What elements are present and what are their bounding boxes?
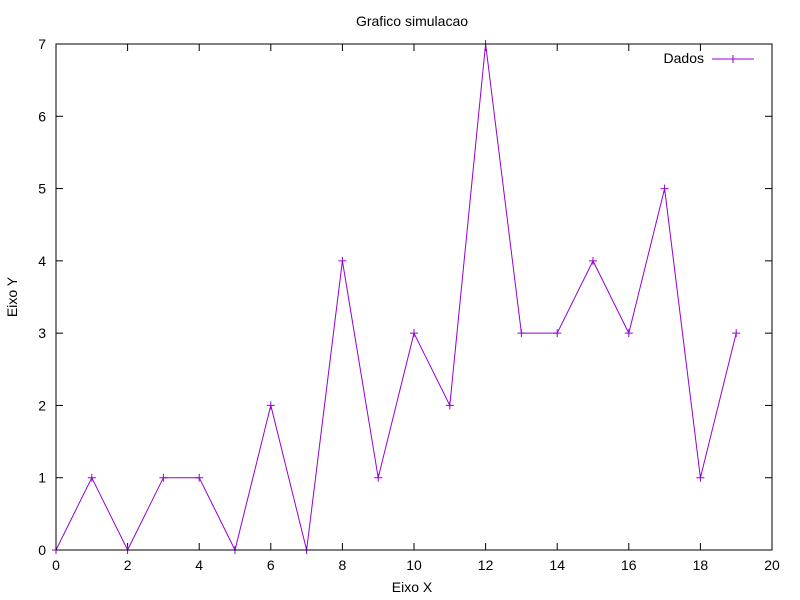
- data-point-marker: [660, 184, 669, 193]
- x-tick-label: 10: [406, 557, 422, 573]
- legend-label: Dados: [664, 50, 704, 66]
- x-tick-label: 8: [339, 557, 347, 573]
- data-point-marker: [589, 256, 597, 265]
- x-tick-label: 4: [195, 557, 203, 573]
- data-point-marker: [553, 329, 562, 338]
- series-layer: [52, 40, 741, 554]
- y-axis-title: Eixo Y: [4, 276, 20, 317]
- x-tick-label: 14: [549, 557, 565, 573]
- data-point-marker: [624, 329, 633, 338]
- y-tick-label: 6: [38, 108, 46, 124]
- x-tick-label: 0: [52, 557, 60, 573]
- y-tick-label: 3: [38, 325, 46, 341]
- plot-frame: [55, 43, 773, 551]
- data-point-marker: [374, 473, 383, 482]
- data-point-marker: [517, 329, 526, 338]
- y-tick-label: 0: [38, 542, 46, 558]
- data-point-marker: [732, 329, 741, 338]
- x-tick-label: 20: [764, 557, 780, 573]
- x-tick-label: 12: [478, 557, 494, 573]
- data-point-marker: [338, 256, 347, 265]
- data-point-marker: [696, 473, 705, 482]
- data-point-marker: [195, 473, 204, 482]
- data-point-marker: [87, 473, 96, 482]
- y-tick-label: 2: [38, 397, 46, 413]
- y-tick-label: 7: [38, 36, 46, 52]
- x-axis-title: Eixo X: [392, 579, 433, 595]
- data-point-marker: [159, 473, 168, 482]
- data-point-marker: [266, 401, 275, 410]
- legend-plus-marker: [729, 55, 737, 63]
- data-point-marker: [445, 401, 454, 410]
- x-tick-label: 18: [693, 557, 709, 573]
- y-tick-label: 4: [38, 253, 46, 269]
- x-tick-label: 6: [267, 557, 275, 573]
- x-tick-label: 16: [621, 557, 637, 573]
- y-tick-label: 1: [38, 470, 46, 486]
- series-line: [55, 43, 737, 552]
- y-tick-label: 5: [38, 181, 46, 197]
- chart-title: Grafico simulacao: [356, 13, 468, 29]
- legend: Dados: [664, 50, 754, 66]
- data-point-marker: [410, 329, 418, 338]
- x-tick-label: 2: [124, 557, 132, 573]
